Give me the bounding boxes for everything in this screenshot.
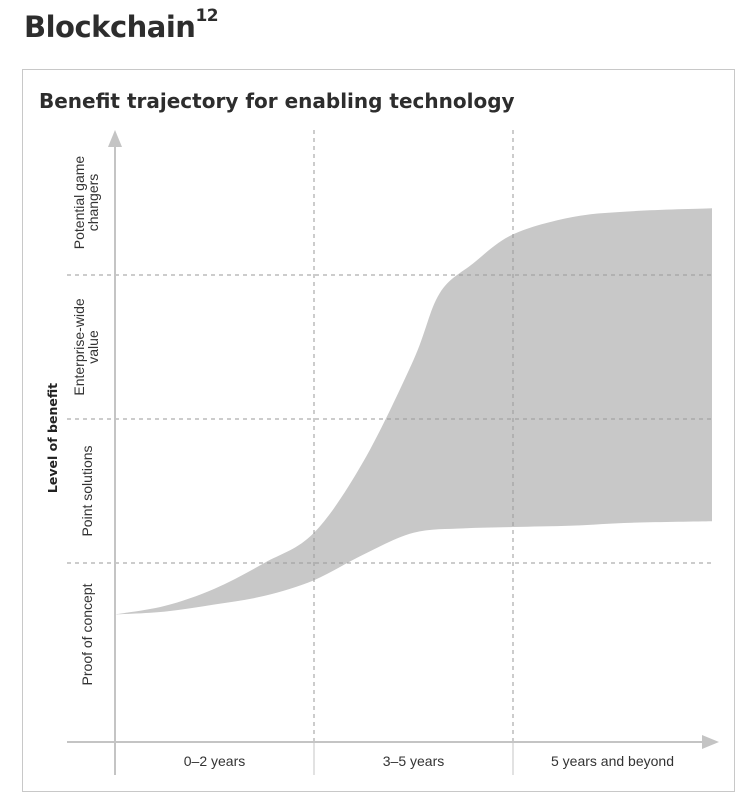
y-tick-label: Potential gamechangers bbox=[71, 156, 101, 250]
page-title: Blockchain12 bbox=[24, 8, 219, 45]
y-tick-label: Point solutions bbox=[79, 445, 95, 536]
x-tick-label: 0–2 years bbox=[184, 753, 245, 769]
chart-title: Benefit trajectory for enabling technolo… bbox=[39, 89, 515, 113]
y-axis-title: Level of benefit bbox=[45, 383, 60, 493]
x-tick-label: 3–5 years bbox=[383, 753, 444, 769]
x-tick-label: 5 years and beyond bbox=[551, 753, 674, 769]
page-title-text: Blockchain bbox=[24, 10, 196, 44]
footnote-superscript: 12 bbox=[195, 6, 219, 26]
x-axis-arrow-icon bbox=[702, 735, 719, 749]
y-axis-arrow-icon bbox=[108, 130, 122, 147]
y-tick-label: Proof of concept bbox=[79, 583, 95, 685]
benefit-band-area bbox=[115, 208, 712, 615]
y-tick-label: Enterprise-widevalue bbox=[71, 298, 101, 395]
